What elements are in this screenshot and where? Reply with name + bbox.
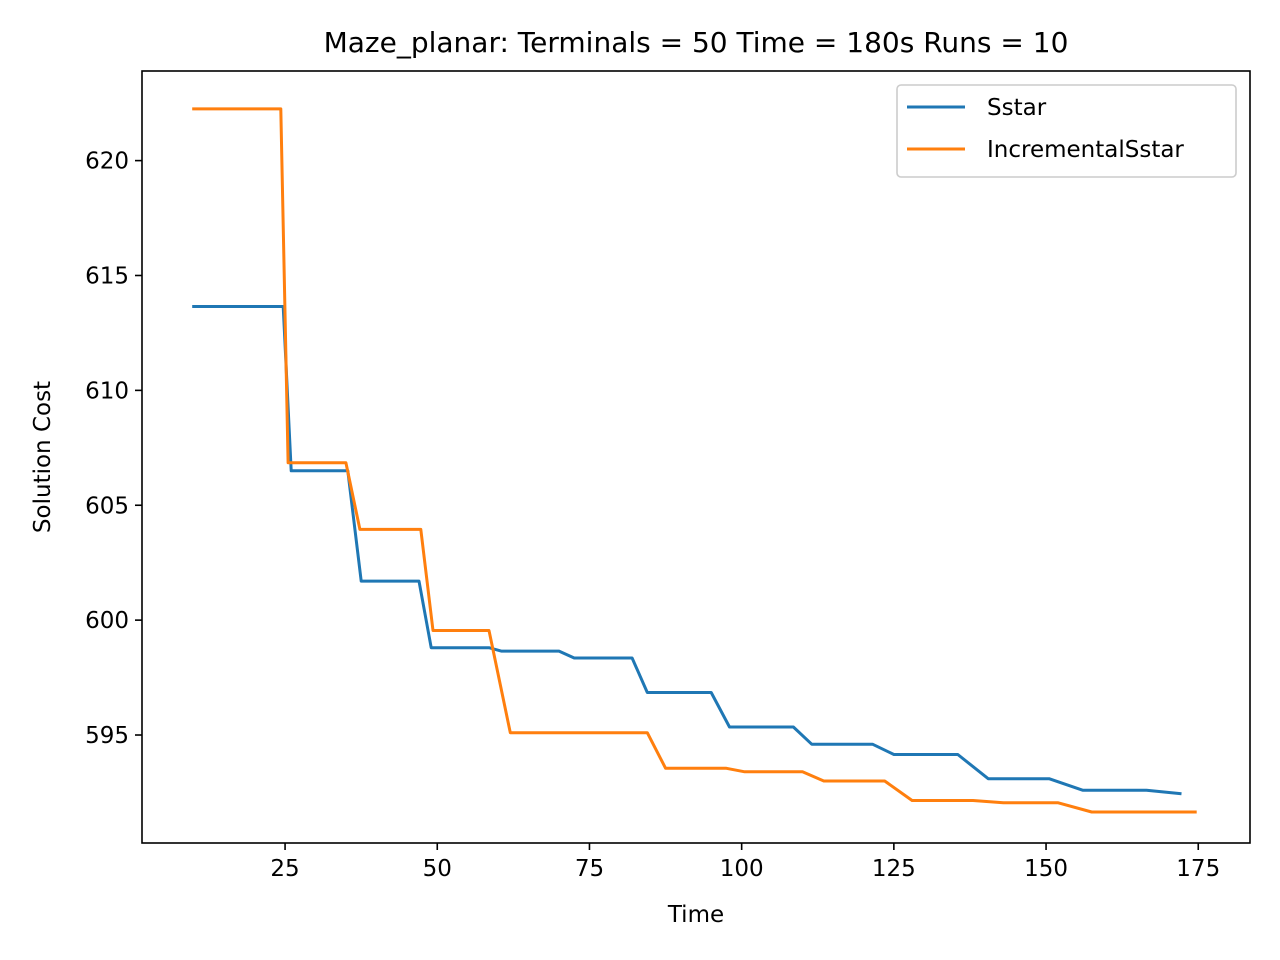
chart-title: Maze_planar: Terminals = 50 Time = 180s … — [324, 26, 1069, 59]
y-tick-label: 605 — [85, 493, 129, 519]
y-tick-label: 610 — [85, 378, 129, 404]
y-tick-label: 620 — [85, 149, 129, 175]
y-axis-label: Solution Cost — [30, 381, 56, 533]
y-tick-label: 595 — [85, 723, 129, 749]
x-tick-label: 175 — [1176, 856, 1220, 882]
y-tick-label: 615 — [85, 263, 129, 289]
x-axis-label: Time — [667, 902, 724, 928]
x-tick-label: 125 — [872, 856, 916, 882]
x-tick-label: 75 — [575, 856, 604, 882]
y-tick-label: 600 — [85, 608, 129, 634]
x-tick-label: 25 — [270, 856, 299, 882]
legend-label-incrementalsstar: IncrementalSstar — [987, 137, 1184, 163]
x-tick-label: 50 — [423, 856, 452, 882]
x-tick-label: 150 — [1024, 856, 1068, 882]
legend-box — [896, 84, 1237, 178]
plot-area: 25 50 75 100 125 150 175 595 600 605 610 615 620 — [85, 70, 1251, 882]
x-tick-label: 100 — [720, 856, 764, 882]
legend: Sstar IncrementalSstar — [896, 84, 1237, 178]
axes-frame — [141, 70, 1251, 844]
series-line-sstar — [192, 305, 1182, 796]
series-line-incrementalsstar — [192, 107, 1197, 814]
legend-label-sstar: Sstar — [987, 95, 1047, 121]
